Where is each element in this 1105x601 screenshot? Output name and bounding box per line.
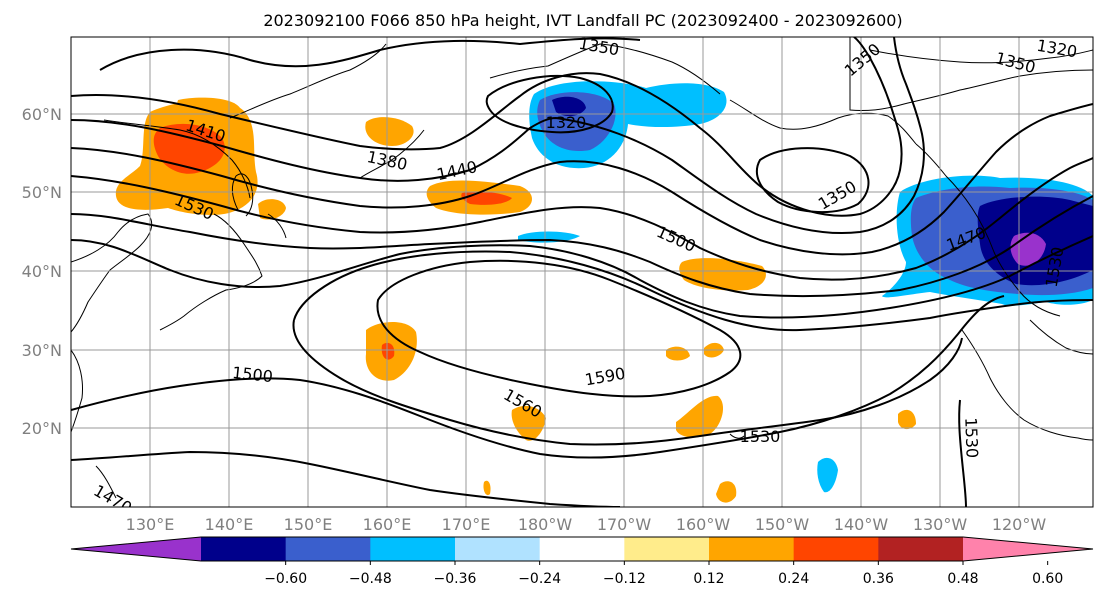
colorbar-segment — [455, 537, 541, 561]
contour-label: 1320 — [546, 113, 587, 132]
colorbar-tick-label: 0.60 — [1032, 571, 1063, 587]
colorbar-segment — [285, 537, 371, 561]
colorbar-tick-label: 0.48 — [947, 571, 978, 587]
colorbar-outline — [70, 536, 1094, 562]
latitude-labels: 60°N 50°N 40°N 30°N 20°N — [22, 105, 62, 438]
lon-label: 160°W — [676, 515, 731, 534]
lat-lon-grid — [71, 37, 1093, 507]
colorbar-tick-label: 0.36 — [863, 571, 894, 587]
lon-label: 170°E — [442, 515, 491, 534]
colorbar-segment — [370, 537, 456, 561]
lat-label: 50°N — [22, 183, 62, 202]
lon-label: 180°W — [518, 515, 573, 534]
colorbar-segment — [624, 537, 710, 561]
lon-label: 140°E — [205, 515, 254, 534]
map-title: 2023092100 F066 850 hPa height, IVT Land… — [263, 11, 902, 30]
colorbar-segment — [878, 537, 964, 561]
colorbar: −0.60 −0.48 −0.36 −0.24 −0.12 0.12 0.24 0.36 0.4… — [70, 536, 1094, 587]
lon-label: 170°W — [597, 515, 652, 534]
lon-label: 130°E — [126, 515, 175, 534]
colorbar-tick-label: −0.24 — [518, 571, 561, 587]
colorbar-tick-label: −0.48 — [349, 571, 392, 587]
contour-label: 1530 — [740, 427, 781, 446]
colorbar-segment — [793, 537, 879, 561]
colorbar-tick-label: −0.36 — [434, 571, 477, 587]
lat-label: 40°N — [22, 262, 62, 281]
map-frame — [70, 36, 1094, 508]
ivt-shading — [115, 81, 1093, 503]
colorbar-tick-label: 0.12 — [693, 571, 724, 587]
colorbar-segment — [201, 537, 287, 561]
lon-label: 140°W — [834, 515, 889, 534]
lat-label: 20°N — [22, 419, 62, 438]
lon-label: 150°E — [284, 515, 333, 534]
contour-labels: 1350 1320 1350 1320 1350 1410 1380 1440 … — [90, 34, 1078, 507]
colorbar-tick-label: −0.60 — [264, 571, 307, 587]
lon-label: 150°W — [755, 515, 810, 534]
map-area: 1350 1320 1350 1320 1350 1410 1380 1440 … — [71, 34, 1093, 507]
colorbar-extend-max — [963, 537, 1093, 561]
longitude-labels: 130°E 140°E 150°E 160°E 170°E 180°W 170°… — [126, 515, 1047, 534]
colorbar-extend-min — [71, 537, 201, 561]
lat-label: 60°N — [22, 105, 62, 124]
height-contours — [71, 37, 1093, 507]
contour-label: 1530 — [961, 417, 981, 458]
contour-label: 1500 — [231, 363, 273, 386]
lon-label: 130°W — [913, 515, 968, 534]
contour-label: 1350 — [577, 34, 620, 60]
colorbar-tick-label: 0.24 — [778, 571, 809, 587]
colorbar-segment — [709, 537, 795, 561]
colorbar-segment — [539, 537, 625, 561]
lon-label: 160°E — [363, 515, 412, 534]
lat-label: 30°N — [22, 341, 62, 360]
lon-label: 120°W — [992, 515, 1047, 534]
colorbar-tick-label: −0.12 — [603, 571, 646, 587]
